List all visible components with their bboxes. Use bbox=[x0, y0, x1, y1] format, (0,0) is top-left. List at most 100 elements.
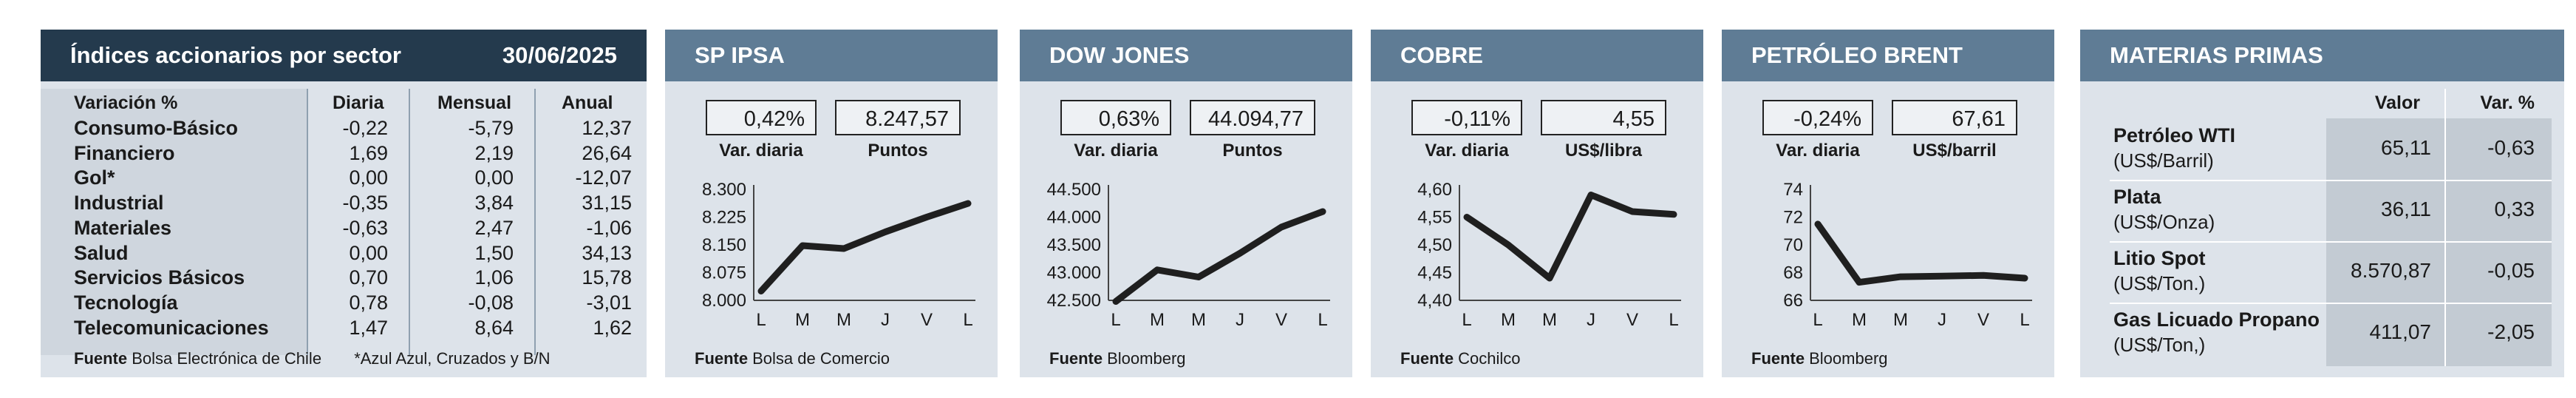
y-tick-label: 8.300 bbox=[702, 180, 746, 200]
sector-annual: 31,15 bbox=[582, 192, 632, 215]
x-tick-label: L bbox=[1111, 310, 1120, 330]
daily-variation-box: -0,11% bbox=[1411, 100, 1522, 135]
series-line bbox=[1112, 208, 1326, 305]
column-divider bbox=[307, 89, 308, 355]
y-tick-label: 66 bbox=[1783, 291, 1803, 311]
x-tick-label: V bbox=[1977, 310, 1989, 330]
daily-variation-box: 0,63% bbox=[1060, 100, 1171, 135]
y-tick-label: 4,60 bbox=[1417, 180, 1452, 200]
sector-monthly: -0,08 bbox=[468, 291, 514, 314]
sector-name: Telecomunicaciones bbox=[74, 316, 269, 339]
daily-variation-label: Var. diaria bbox=[1776, 141, 1860, 161]
x-tick-label: M bbox=[1501, 310, 1516, 330]
data-point bbox=[926, 216, 927, 218]
table-row: Servicios Básicos 0,70 1,06 15,78 bbox=[41, 266, 647, 290]
sector-annual: 26,64 bbox=[582, 141, 632, 164]
commodity-row: Litio Spot (US$/Ton.) 8.570,87 -0,05 bbox=[2080, 243, 2564, 304]
footer-source: Bolsa Electrónica de Chile bbox=[132, 349, 322, 368]
footer-source: Bloomberg bbox=[1107, 349, 1186, 368]
header-diaria: Diaria bbox=[333, 92, 384, 113]
commodity-value: 65,11 bbox=[2381, 136, 2431, 159]
sector-daily: 0,78 bbox=[349, 291, 388, 314]
value-unit-label: Puntos bbox=[868, 141, 928, 161]
sector-monthly: 3,84 bbox=[474, 192, 514, 215]
panel-footer: Fuente Bloomberg bbox=[1751, 349, 1888, 368]
sector-name-column-shade bbox=[41, 89, 307, 355]
footer-source: Bolsa de Comercio bbox=[752, 349, 890, 368]
commodity-name: Plata bbox=[2113, 186, 2161, 208]
sector-index-panel: Índices accionarios por sector 30/06/202… bbox=[41, 30, 647, 377]
data-point bbox=[1858, 281, 1860, 283]
sector-daily: 1,69 bbox=[349, 141, 388, 164]
commodity-unit: (US$/Ton,) bbox=[2113, 334, 2206, 356]
value-box: 8.247,57 bbox=[835, 100, 961, 135]
sector-name: Industrial bbox=[74, 192, 164, 215]
sector-daily: -0,63 bbox=[342, 216, 388, 239]
series-line bbox=[757, 200, 972, 294]
value-box: 67,61 bbox=[1892, 100, 2017, 135]
panel-footer: Fuente Bloomberg bbox=[1049, 349, 1186, 368]
daily-variation-label: Var. diaria bbox=[1074, 141, 1158, 161]
sector-footer: Fuente Bolsa Electrónica de Chile *Azul … bbox=[74, 349, 551, 368]
x-tick-label: L bbox=[1462, 310, 1471, 330]
sector-name: Servicios Básicos bbox=[74, 266, 245, 289]
x-tick-label: M bbox=[1893, 310, 1908, 330]
commodity-name: Litio Spot bbox=[2113, 247, 2206, 269]
line-chart: 8.000 8.075 8.150 8.225 8.300 L M M J V L bbox=[702, 180, 975, 330]
y-tick-label: 43.000 bbox=[1047, 263, 1101, 283]
commodity-name: Petróleo WTI bbox=[2113, 124, 2236, 146]
panel-footer: Fuente Cochilco bbox=[1400, 349, 1521, 368]
y-tick-label: 43.500 bbox=[1047, 235, 1101, 255]
series-line bbox=[1463, 192, 1677, 282]
x-tick-label: L bbox=[1318, 310, 1327, 330]
panel-title: PETRÓLEO BRENT bbox=[1751, 42, 1963, 68]
data-point bbox=[1281, 226, 1282, 228]
sector-annual: -3,01 bbox=[586, 291, 632, 314]
data-point bbox=[1673, 213, 1674, 215]
column-divider bbox=[409, 89, 410, 355]
y-tick-label: 72 bbox=[1783, 208, 1803, 228]
data-point bbox=[1817, 223, 1819, 225]
sector-monthly: -5,79 bbox=[468, 117, 514, 139]
materias-primas-panel: MATERIAS PRIMAS Valor Var. % Petróleo WT… bbox=[2080, 30, 2564, 377]
line-chart: 4,40 4,45 4,50 4,55 4,60 L M M J V L bbox=[1417, 180, 1681, 330]
data-point bbox=[760, 290, 762, 292]
daily-variation-label: Var. diaria bbox=[719, 141, 803, 161]
dow-jones-header: DOW JONES bbox=[1020, 30, 1352, 81]
data-point bbox=[1632, 211, 1633, 212]
dow-jones-panel: DOW JONES 0,63% 44.094,77 Var. diaria Puntos… bbox=[1020, 30, 1352, 377]
sector-daily: -0,35 bbox=[342, 192, 388, 215]
footer-source: Cochilco bbox=[1458, 349, 1521, 368]
sector-name: Salud bbox=[74, 241, 129, 264]
y-tick-label: 4,45 bbox=[1417, 263, 1452, 283]
y-tick-label: 8.225 bbox=[702, 208, 746, 228]
data-point bbox=[885, 231, 886, 233]
header-anual: Anual bbox=[562, 92, 613, 113]
header-valor: Valor bbox=[2374, 92, 2420, 113]
x-tick-label: V bbox=[921, 310, 933, 330]
sector-panel-date: 30/06/2025 bbox=[502, 42, 617, 68]
commodity-unit: (US$/Barril) bbox=[2113, 149, 2214, 172]
y-tick-label: 44.000 bbox=[1047, 208, 1101, 228]
column-divider bbox=[2444, 89, 2446, 366]
table-row: Materiales -0,63 2,47 -1,06 bbox=[41, 216, 647, 240]
sector-monthly: 1,06 bbox=[474, 266, 514, 289]
commodity-unit: (US$/Onza) bbox=[2113, 211, 2215, 233]
sp-ipsa-header: SP IPSA bbox=[665, 30, 998, 81]
y-tick-label: 8.000 bbox=[702, 291, 746, 311]
sp-ipsa-panel: SP IPSA 0,42% 8.247,57 Var. diaria Puntos Fue… bbox=[665, 30, 998, 377]
column-divider bbox=[534, 89, 536, 355]
sector-monthly: 8,64 bbox=[474, 316, 514, 339]
data-point bbox=[1322, 211, 1323, 212]
panel-title: COBRE bbox=[1400, 42, 1483, 68]
x-tick-label: J bbox=[1587, 310, 1595, 330]
footer-note: *Azul Azul, Cruzados y B/N bbox=[354, 349, 551, 368]
value-unit-label: Puntos bbox=[1222, 141, 1283, 161]
x-tick-label: L bbox=[1813, 310, 1822, 330]
commodity-value: 8.570,87 bbox=[2351, 259, 2431, 282]
sector-monthly: 2,47 bbox=[474, 216, 514, 239]
y-tick-label: 74 bbox=[1783, 180, 1803, 200]
materias-primas-title: MATERIAS PRIMAS bbox=[2110, 42, 2323, 68]
table-row: Gol* 0,00 0,00 -12,07 bbox=[41, 166, 647, 190]
data-point bbox=[1466, 216, 1468, 218]
